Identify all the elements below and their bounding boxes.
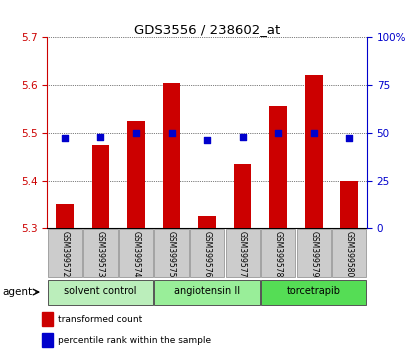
Point [274,130,281,136]
Bar [296,229,330,278]
Bar [83,229,117,278]
Point [97,134,103,139]
Point [345,136,352,141]
Point [203,138,210,143]
Text: GSM399576: GSM399576 [202,231,211,277]
Bar [48,229,82,278]
Bar [261,229,294,278]
Text: GSM399575: GSM399575 [166,231,175,277]
Bar [154,229,188,278]
Text: solvent control: solvent control [64,286,136,297]
Bar [189,229,224,278]
Bar [154,280,259,305]
Bar [198,216,216,228]
Text: angiotensin II: angiotensin II [173,286,240,297]
Text: GSM399580: GSM399580 [344,231,353,277]
Text: agent: agent [2,287,32,297]
Bar [339,181,357,228]
Point [168,130,174,136]
Text: GSM399577: GSM399577 [238,231,247,277]
Title: GDS3556 / 238602_at: GDS3556 / 238602_at [134,23,279,36]
Bar [269,107,286,228]
Text: GSM399579: GSM399579 [308,231,317,277]
Bar [261,280,365,305]
Text: torcetrapib: torcetrapib [286,286,340,297]
Bar [162,82,180,228]
Text: GSM399572: GSM399572 [60,231,69,277]
Bar [56,205,74,228]
Text: transformed count: transformed count [58,314,142,324]
Bar [127,121,144,228]
Bar [48,280,153,305]
Bar [225,229,259,278]
Bar [233,164,251,228]
Point [61,136,68,141]
Bar [42,312,53,326]
Text: GSM399578: GSM399578 [273,231,282,277]
Text: GSM399574: GSM399574 [131,231,140,277]
Bar [91,145,109,228]
Point [310,130,316,136]
Bar [304,75,322,228]
Text: GSM399573: GSM399573 [96,231,105,277]
Bar [119,229,153,278]
Bar [42,333,53,347]
Point [133,130,139,136]
Point [239,134,245,139]
Bar [331,229,365,278]
Text: percentile rank within the sample: percentile rank within the sample [58,336,210,345]
